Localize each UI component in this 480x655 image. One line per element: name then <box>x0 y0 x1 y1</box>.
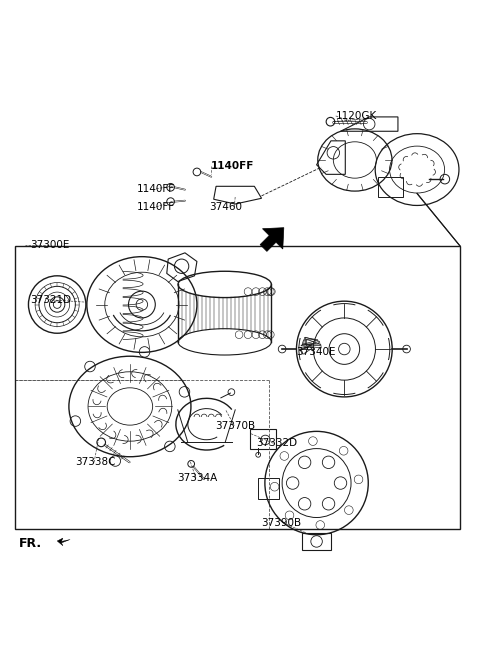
Text: 37334A: 37334A <box>177 474 217 483</box>
Text: 37460: 37460 <box>209 202 242 212</box>
Text: 1140FF: 1140FF <box>137 202 175 212</box>
Text: 1140FF: 1140FF <box>137 183 175 194</box>
Text: 1120GK: 1120GK <box>336 111 377 121</box>
Polygon shape <box>260 228 284 252</box>
Text: 37321D: 37321D <box>30 295 72 305</box>
Text: 37332D: 37332D <box>256 438 297 448</box>
Text: 37340E: 37340E <box>297 347 336 358</box>
Text: 1140FF: 1140FF <box>211 160 255 171</box>
Text: 37390B: 37390B <box>262 517 301 528</box>
Text: 37300E: 37300E <box>30 240 70 250</box>
Text: 37370B: 37370B <box>215 421 255 430</box>
Text: FR.: FR. <box>19 537 42 550</box>
Polygon shape <box>57 538 70 546</box>
Text: 37338C: 37338C <box>75 457 115 468</box>
